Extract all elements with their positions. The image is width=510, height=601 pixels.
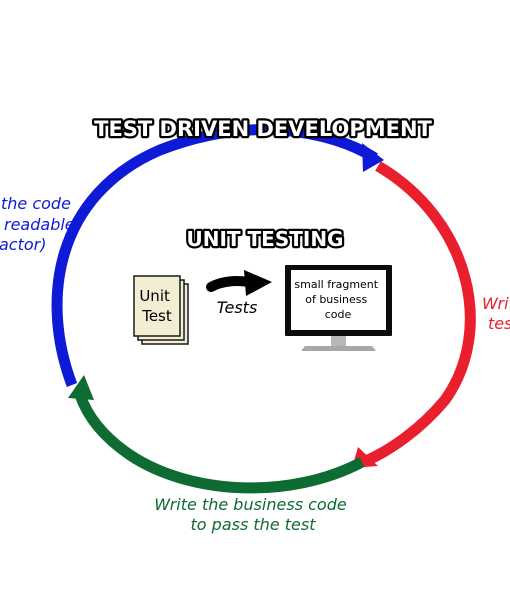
monitor-text-line-1: small fragment xyxy=(294,278,378,291)
unit-test-card-line-2: Test xyxy=(141,307,172,325)
write-test-arc-red xyxy=(365,161,476,466)
write-test-label-line-2: tes xyxy=(488,314,510,333)
unit-test-card-stack: Unit Test xyxy=(133,275,189,345)
monitor-text-line-3: code xyxy=(325,308,352,321)
monitor-text: small fragment of business code xyxy=(294,278,381,321)
monitor-text-line-2: of business xyxy=(305,293,367,306)
diagram-subtitle: UNIT TESTING xyxy=(187,227,344,251)
tests-arrow-label: Tests xyxy=(217,298,258,317)
write-test-label-line-1: Writ xyxy=(482,294,510,313)
pass-label-line-1: Write the business code xyxy=(154,495,347,514)
pass-label: Write the business code to pass the test xyxy=(154,495,352,534)
pass-arc-green xyxy=(74,393,365,494)
unit-test-card-line-1: Unit xyxy=(139,287,170,305)
tests-arrow xyxy=(206,270,272,296)
refactor-label-line-3: actor) xyxy=(0,235,46,254)
refactor-arc-blue xyxy=(51,124,378,387)
pass-label-line-2: to pass the test xyxy=(191,515,317,534)
green-arrowhead xyxy=(68,375,94,400)
diagram-title: TEST DRIVEN DEVELOPMENT xyxy=(94,117,432,141)
refactor-label-line-1: the code xyxy=(1,194,71,213)
monitor: small fragment of business code xyxy=(285,265,392,351)
refactor-label: the code readable actor) xyxy=(0,194,80,254)
unit-test-card-text: Unit Test xyxy=(139,287,174,325)
write-test-label: Writ tes xyxy=(482,294,510,333)
blue-arrowhead xyxy=(362,143,384,172)
unit-test-card xyxy=(133,275,181,337)
refactor-label-line-2: readable xyxy=(4,215,75,234)
